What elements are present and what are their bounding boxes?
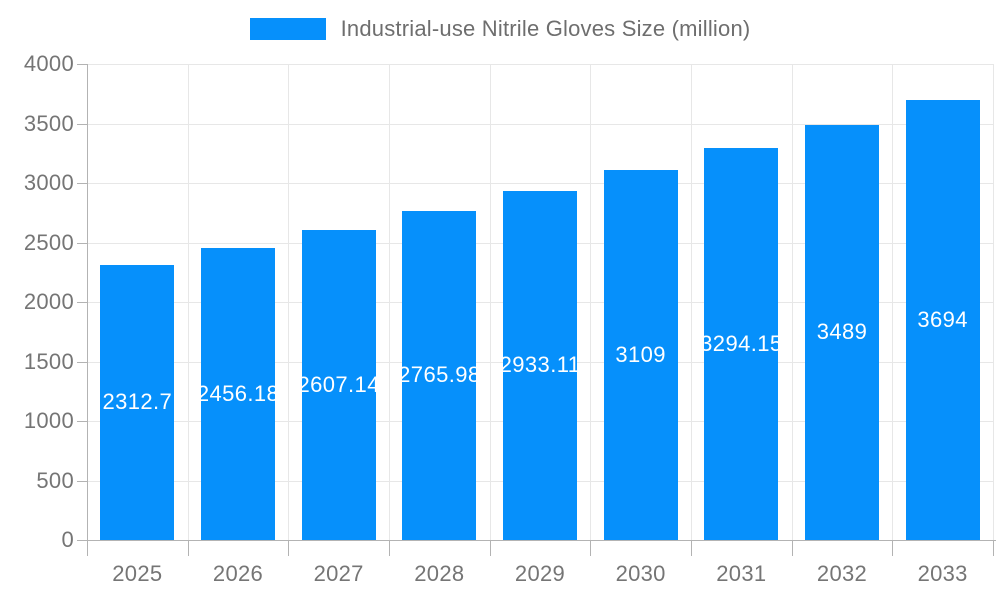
x-axis-tick (489, 540, 491, 556)
gridline (389, 64, 390, 540)
y-axis-label: 3500 (23, 110, 74, 136)
y-axis-tick (77, 540, 87, 541)
x-axis-tick (892, 540, 894, 556)
x-axis-label: 2032 (816, 561, 868, 586)
x-axis-tick (389, 540, 390, 556)
y-axis-label: 0 (61, 527, 74, 552)
x-axis-tick (87, 540, 88, 556)
gridline (590, 64, 592, 540)
gridline (993, 64, 994, 540)
legend[interactable]: Industrial-use Nitrile Gloves Size (mill… (0, 16, 1000, 42)
bar-value-label: 3294.15 (704, 330, 779, 356)
x-axis-tick (187, 540, 189, 556)
bar-2032[interactable]: 3489 (805, 124, 879, 540)
legend-marker[interactable] (249, 18, 326, 40)
x-axis-label: 2029 (514, 561, 566, 586)
bar-2031[interactable]: 3294.15 (704, 147, 779, 540)
y-axis-label: 2000 (23, 289, 74, 314)
y-axis-tick (77, 361, 87, 363)
x-axis-tick (288, 540, 290, 556)
y-axis-tick (77, 480, 87, 482)
bar-2027[interactable]: 2607.14 (301, 229, 376, 540)
x-axis-label: 2033 (917, 561, 968, 586)
bar-2025[interactable]: 2312.7 (100, 264, 175, 540)
x-axis-tick (691, 540, 692, 556)
bar-2033[interactable]: 3694 (905, 100, 980, 540)
y-axis-label: 1500 (23, 348, 74, 374)
x-axis-label: 2026 (212, 561, 264, 586)
bar-value-label: 3109 (615, 342, 666, 367)
gridline (87, 64, 993, 65)
x-axis-label: 2031 (716, 561, 767, 586)
y-axis-line (87, 64, 88, 540)
bar-2030[interactable]: 3109 (603, 170, 678, 540)
y-axis-tick (77, 123, 87, 125)
x-axis-label: 2025 (112, 561, 163, 586)
bar-value-label: 2607.14 (301, 371, 376, 397)
gridline (892, 64, 894, 540)
gridline (691, 64, 692, 540)
gridline (87, 183, 993, 184)
bar-2028[interactable]: 2765.98 (402, 210, 477, 540)
gridline (187, 64, 189, 540)
bar-value-label: 2765.98 (402, 362, 477, 388)
y-axis-tick (77, 242, 87, 244)
legend-label: Industrial-use Nitrile Gloves Size (mill… (340, 16, 751, 41)
y-axis-label: 4000 (23, 51, 74, 76)
x-axis-line (87, 540, 996, 541)
y-axis-label: 3000 (23, 170, 74, 195)
y-axis-label: 2500 (23, 229, 74, 255)
y-axis-tick (77, 183, 87, 184)
bar-2026[interactable]: 2456.18 (201, 247, 275, 540)
gridline (288, 64, 290, 540)
bar-2029[interactable]: 2933.11 (503, 190, 577, 540)
bar-value-label: 2933.11 (503, 352, 577, 378)
y-axis-label: 1000 (23, 408, 74, 433)
x-axis-label: 2027 (313, 561, 364, 586)
bar-value-label: 2312.7 (102, 389, 173, 415)
y-axis-label: 500 (36, 467, 74, 493)
x-axis-label: 2028 (414, 561, 465, 586)
bar-value-label: 3489 (816, 319, 868, 345)
x-axis-tick (791, 540, 793, 556)
gridline (489, 64, 491, 540)
gridline (791, 64, 793, 540)
y-axis-tick (77, 421, 87, 422)
x-axis-tick (590, 540, 592, 556)
gridline (87, 123, 993, 125)
bar-value-label: 3694 (917, 307, 968, 333)
bar-value-label: 2456.18 (201, 380, 275, 406)
x-axis-label: 2030 (615, 561, 666, 586)
y-axis-tick (77, 302, 87, 303)
y-axis-tick (77, 64, 87, 65)
x-axis-tick (993, 540, 994, 556)
